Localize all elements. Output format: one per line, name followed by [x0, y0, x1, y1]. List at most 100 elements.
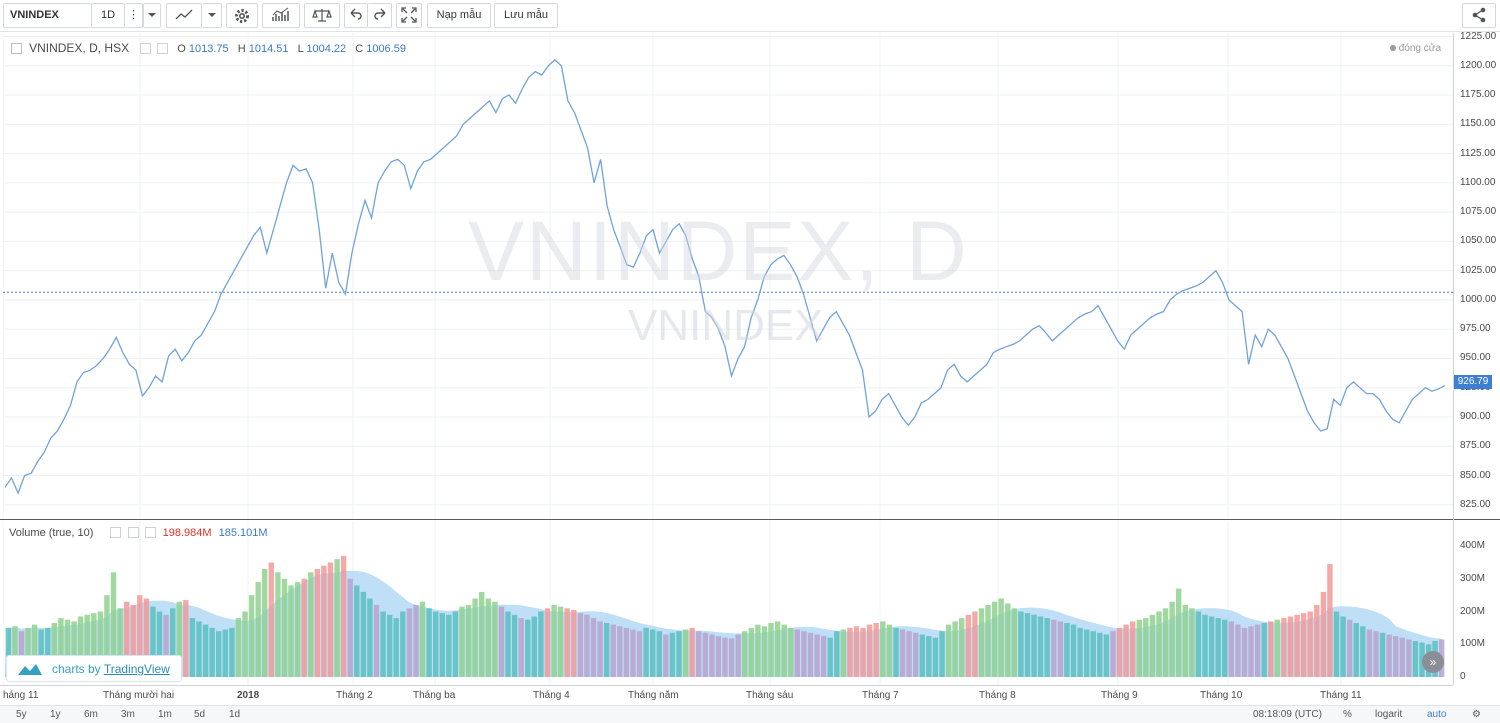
- volume-bar: [525, 619, 531, 677]
- volume-bar: [807, 632, 814, 677]
- volume-bar: [939, 631, 945, 677]
- chart-style-line-icon[interactable]: [166, 3, 202, 28]
- range-button-5d[interactable]: 5d: [194, 709, 206, 720]
- range-button-5y[interactable]: 5y: [16, 709, 27, 720]
- indicators-icon[interactable]: [262, 3, 300, 28]
- volume-bar: [12, 626, 18, 677]
- price-chart-svg: [2, 33, 1453, 520]
- compare-scale-icon[interactable]: [304, 3, 340, 28]
- time-axis[interactable]: háng 11 Tháng mười hai 2018 Tháng 2 Tháng ba…: [0, 685, 1453, 705]
- volume-bar: [209, 627, 215, 677]
- volume-bar: [788, 627, 794, 677]
- tradingview-link[interactable]: TradingView: [103, 662, 170, 676]
- volume-bar: [965, 614, 971, 677]
- volume-bar: [544, 608, 551, 677]
- volume-bar: [669, 632, 676, 677]
- range-button-1y[interactable]: 1y: [50, 709, 61, 720]
- volume-remove-icon[interactable]: [144, 527, 156, 538]
- share-icon[interactable]: [1462, 3, 1496, 28]
- volume-bar: [1274, 619, 1280, 677]
- volume-bar: [1031, 614, 1037, 677]
- volume-bar: [531, 616, 537, 677]
- volume-pane[interactable]: Volume (true, 10) 198.984M 185.101M char…: [2, 521, 1453, 685]
- pane-separator[interactable]: [0, 519, 1500, 520]
- volume-bar: [814, 634, 820, 677]
- more-menu-icon[interactable]: ⋮: [125, 3, 143, 28]
- price-legend: VNINDEX, D, HSX O 1013.75 H 1014.51 L 10…: [11, 41, 406, 55]
- redo-icon[interactable]: [368, 3, 392, 28]
- interval-dropdown-icon[interactable]: [143, 3, 161, 28]
- volume-bar: [1307, 611, 1313, 677]
- symbol-watermark-sub: VNINDEX: [628, 301, 824, 350]
- undo-icon[interactable]: [344, 3, 368, 28]
- volume-bar: [1084, 629, 1090, 677]
- volume-bar: [774, 621, 781, 677]
- volume-hide-icon[interactable]: [127, 527, 139, 538]
- collapse-legend-icon[interactable]: [11, 43, 22, 54]
- volume-bar: [1202, 614, 1208, 677]
- symbol-search-input[interactable]: VNINDEX: [3, 3, 91, 28]
- volume-bar: [340, 555, 347, 677]
- volume-bar: [400, 611, 406, 677]
- range-button-1m[interactable]: 1m: [158, 709, 172, 720]
- price-axis-tick: 1100.00: [1460, 176, 1496, 188]
- volume-bar: [216, 631, 222, 677]
- log-toggle[interactable]: logarit: [1375, 709, 1403, 720]
- volume-bar: [248, 595, 255, 677]
- branding-prefix: charts by: [52, 662, 101, 676]
- legend-hide-icon[interactable]: [157, 43, 169, 54]
- scroll-to-realtime-button[interactable]: »: [1422, 651, 1444, 673]
- bottom-settings-gear-icon[interactable]: ⚙: [1472, 709, 1481, 720]
- interval-button[interactable]: 1D: [91, 3, 125, 28]
- volume-value: 198.984M: [162, 527, 212, 539]
- volume-bar: [985, 605, 991, 677]
- volume-bar: [932, 637, 939, 677]
- volume-bar: [1215, 618, 1221, 677]
- volume-bar: [1268, 621, 1274, 677]
- volume-bar: [656, 631, 662, 677]
- fullscreen-icon[interactable]: [396, 3, 422, 28]
- low-label: L: [297, 43, 304, 55]
- volume-bar: [143, 598, 150, 677]
- volume-bar: [853, 626, 860, 677]
- price-pane[interactable]: VNINDEX, D VNINDEX VNINDEX, D, HSX O 101…: [2, 33, 1453, 520]
- volume-bar: [794, 629, 800, 677]
- volume-bar: [327, 562, 334, 677]
- volume-bar: [196, 621, 202, 677]
- volume-bar: [722, 637, 728, 677]
- auto-scale-toggle[interactable]: auto: [1427, 709, 1447, 720]
- volume-bar: [748, 627, 754, 677]
- volume-bar: [827, 637, 833, 677]
- settings-gear-icon[interactable]: [226, 3, 258, 28]
- time-axis-label: Tháng 8: [979, 690, 1016, 701]
- legend-settings-icon[interactable]: [140, 43, 152, 54]
- time-axis-label: Tháng 7: [862, 690, 899, 701]
- chart-style-dropdown-icon[interactable]: [202, 3, 222, 28]
- volume-bar: [557, 606, 564, 677]
- volume-bar: [1340, 616, 1346, 677]
- volume-bar: [347, 578, 353, 677]
- volume-bar: [761, 626, 768, 677]
- volume-bar: [1103, 634, 1110, 677]
- save-template-button[interactable]: Lưu mẫu: [494, 3, 558, 28]
- range-button-1d[interactable]: 1d: [229, 709, 241, 720]
- volume-bar: [1379, 632, 1386, 677]
- open-value: 1013.75: [188, 43, 229, 55]
- percent-toggle[interactable]: %: [1343, 709, 1352, 720]
- volume-bar: [71, 621, 77, 677]
- time-axis-label: Tháng 4: [533, 690, 570, 701]
- open-label: O: [177, 43, 186, 55]
- price-axis[interactable]: 1225.00 1200.00 1175.00 1150.00 1125.00 1100.…: [1453, 31, 1500, 685]
- load-template-button[interactable]: Nạp mẫu: [427, 3, 491, 28]
- volume-settings-icon[interactable]: [110, 527, 122, 538]
- volume-bar: [840, 629, 847, 677]
- volume-bar: [202, 624, 209, 677]
- volume-bar: [1320, 591, 1327, 677]
- tradingview-badge[interactable]: charts by TradingView: [6, 655, 182, 682]
- volume-bar: [1182, 605, 1188, 677]
- range-button-6m[interactable]: 6m: [84, 709, 98, 720]
- volume-bar: [1235, 624, 1241, 677]
- volume-bar: [433, 611, 439, 677]
- range-button-3m[interactable]: 3m: [121, 709, 135, 720]
- clock-time[interactable]: 08:18:09 (UTC): [1253, 709, 1322, 720]
